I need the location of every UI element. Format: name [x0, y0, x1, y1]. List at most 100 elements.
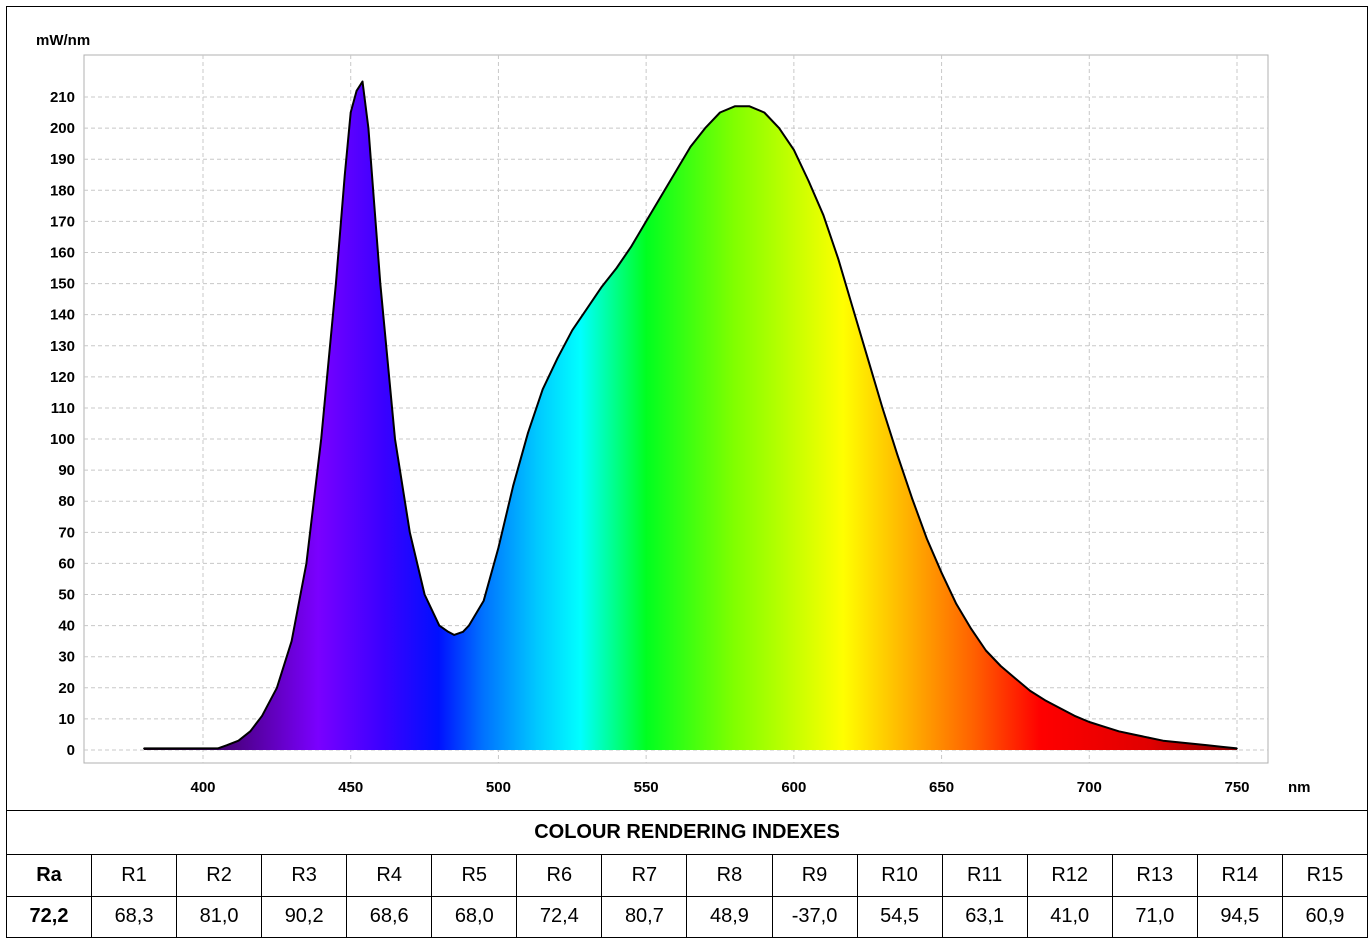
cri-header-cell: R12	[1026, 854, 1113, 897]
spectrum-point	[202, 747, 204, 750]
spectrum-point	[1029, 690, 1031, 692]
spectrum-point	[462, 631, 464, 633]
spectrum-point	[143, 747, 145, 750]
spectrum-point	[276, 687, 278, 689]
cri-header-cell: R11	[941, 854, 1028, 897]
spectrum-point	[689, 146, 692, 148]
x-axis-unit-label: nm	[1288, 779, 1311, 796]
y-tick-label: 30	[58, 649, 75, 666]
spectrum-point	[704, 127, 706, 129]
cri-header-cell: R7	[601, 854, 688, 897]
spectrum-point	[1118, 730, 1120, 733]
spectrum-point	[955, 603, 958, 605]
spectrum-point	[261, 715, 263, 717]
spectrum-point	[1073, 715, 1076, 717]
plot-area	[83, 54, 1269, 764]
x-tick-label: 400	[190, 779, 215, 796]
spectrum-point	[1058, 707, 1061, 709]
spectrum-point	[645, 220, 647, 223]
cri-title: COLOUR RENDERING INDEXES	[6, 810, 1368, 854]
y-tick-label: 10	[58, 711, 75, 728]
y-tick-label: 20	[58, 680, 75, 697]
spectrum-point	[1221, 746, 1223, 748]
spectrum-point	[911, 497, 913, 499]
spectrum-point	[556, 357, 559, 360]
cri-value-cell: 71,0	[1111, 895, 1198, 938]
x-tick-layer: 400 450 500 550 600 650 700 750	[190, 779, 1249, 796]
spectrum-point	[379, 282, 382, 285]
spectrum-point	[468, 624, 470, 627]
spectrum-point	[394, 438, 396, 440]
x-tick-label: 600	[781, 779, 806, 796]
spectrum-point	[601, 285, 603, 288]
cri-header-cell: R4	[346, 854, 433, 897]
cri-value-cell: 63,1	[941, 895, 1028, 938]
x-tick-label: 450	[338, 779, 363, 796]
y-tick-label: 170	[50, 213, 75, 230]
spectrum-point	[217, 747, 219, 750]
x-tick-label: 750	[1224, 779, 1249, 796]
spectrum-point	[866, 357, 869, 360]
spectrum-point	[586, 307, 588, 310]
spectrum-point	[361, 80, 364, 83]
spectrum-point	[438, 624, 441, 627]
spectrum-point	[320, 438, 323, 440]
spectrum-point	[541, 388, 544, 391]
y-tick-label: 110	[51, 400, 75, 417]
cri-header-cell: R8	[686, 854, 773, 897]
spectrum-point	[344, 173, 346, 176]
spectrum-point	[822, 214, 825, 216]
x-tick-label: 700	[1077, 779, 1102, 796]
spectrum-point	[225, 744, 228, 747]
spectrum-point	[660, 195, 662, 198]
y-tick-label: 150	[50, 276, 75, 293]
spectrum-point	[615, 267, 618, 269]
cri-value-cell: 41,0	[1026, 895, 1113, 938]
series-layer	[143, 80, 1238, 750]
spectrum-point	[970, 627, 972, 630]
y-tick-label: 130	[50, 338, 75, 355]
y-tick-label: 90	[58, 462, 75, 479]
cri-value-cell: 81,0	[176, 895, 263, 938]
y-tick-label: 190	[50, 151, 75, 168]
spectrum-point	[999, 665, 1002, 667]
cri-header-cell: R15	[1281, 854, 1369, 897]
x-tick-label: 500	[486, 779, 511, 796]
y-tick-label: 0	[67, 742, 75, 759]
y-axis-unit-label: mW/nm	[36, 32, 90, 49]
spectrum-point	[1206, 744, 1209, 747]
spectrum-point	[290, 640, 293, 642]
spectrum-point	[940, 572, 943, 574]
spectrum-point	[793, 149, 795, 151]
cri-value-cell: 72,4	[516, 895, 603, 938]
y-tick-label: 160	[50, 244, 75, 261]
spectrum-point	[896, 453, 899, 456]
cri-value-row: 72,2 68,3 81,0 90,2 68,6 68,0 72,4 80,7 48,9 -37,…	[6, 895, 1369, 938]
cri-header-ra: Ra	[6, 854, 92, 897]
spectrum-point	[1147, 736, 1150, 739]
y-tick-label: 70	[58, 524, 75, 541]
cri-value-cell: 90,2	[261, 895, 348, 938]
spectrum-point	[1162, 739, 1164, 742]
cri-header-cell: R14	[1196, 854, 1283, 897]
spectrum-point	[172, 747, 175, 750]
spectrum-point	[349, 111, 352, 114]
cri-header-cell: R13	[1111, 854, 1198, 897]
spectrum-point	[1088, 721, 1091, 723]
spectrum-point	[355, 90, 358, 92]
y-tick-label: 100	[50, 431, 75, 448]
spectrum-area	[143, 81, 1237, 750]
cri-value-cell: 68,3	[90, 895, 178, 938]
spectrum-point	[497, 547, 500, 549]
spectrum-point	[335, 282, 337, 285]
y-tick-label: 40	[58, 618, 75, 635]
cri-value-cell: 68,6	[346, 895, 433, 938]
spectrum-point	[482, 599, 485, 602]
spectrum-point	[409, 531, 411, 534]
spectrum-point	[837, 257, 839, 260]
y-tick-layer: 0 10 20 30 40 50 60 70 80 90 100 110 120 130 140 150 160…	[50, 89, 75, 759]
spectrum-point	[734, 105, 736, 108]
spectrum-point	[1191, 743, 1194, 745]
spectrum-point	[305, 562, 308, 565]
y-tick-label: 210	[50, 89, 75, 106]
